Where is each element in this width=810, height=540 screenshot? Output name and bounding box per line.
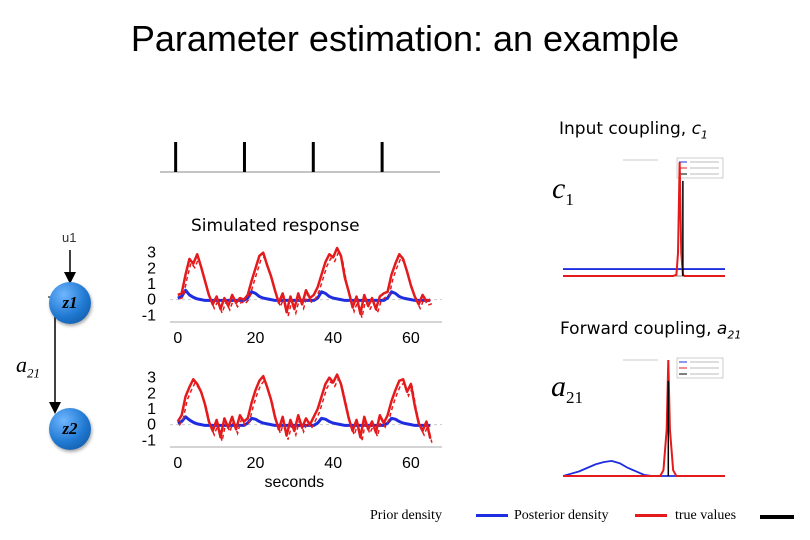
stimulus-chart [160, 142, 440, 173]
mini-legend [676, 157, 724, 179]
x-tick-label: 0 [173, 455, 182, 472]
y-tick-label: -1 [142, 432, 156, 449]
simulated-response-label: Simulated response [191, 216, 360, 236]
y-tick-label: 2 [147, 385, 156, 402]
legend-prior-swatch [476, 514, 508, 517]
input-coupling-symbol: c1 [691, 119, 708, 142]
y-tick-label: 3 [147, 370, 156, 387]
forward-coupling-label: Forward coupling, [560, 319, 712, 339]
y-tick-label: -1 [142, 307, 156, 324]
density-a21-symbol: a21 [551, 370, 583, 407]
x-tick-label: 60 [402, 330, 420, 347]
legend-true: true values [675, 508, 737, 523]
response-series [177, 246, 431, 315]
y-tick-label: 0 [147, 292, 156, 309]
x-tick-label: 20 [247, 455, 265, 472]
y-tick-label: 1 [147, 276, 156, 293]
density-a21-panel [562, 357, 725, 477]
x-tick-label: 60 [402, 455, 420, 472]
input-coupling-heading: Input coupling, c1 [559, 119, 708, 141]
density-c1-panel [563, 157, 725, 277]
node-z1: z1 [49, 282, 91, 324]
node-z2: z2 [49, 408, 91, 450]
x-tick-label: 40 [324, 330, 342, 347]
response-series-dashed [178, 376, 433, 443]
legend-posterior-swatch [635, 514, 667, 517]
diagram-arrows [48, 250, 76, 414]
network-diagram: u1 z1 z2 a21 [0, 0, 140, 540]
legend-posterior: Posterior density [514, 508, 609, 523]
density-c1-symbol: c1 [552, 172, 574, 209]
response-series-dashed [178, 250, 433, 318]
x-tick-label: 40 [324, 455, 342, 472]
x-axis-label: seconds [265, 474, 325, 491]
x-tick-label: 20 [247, 330, 265, 347]
response-series [176, 373, 432, 440]
prior-density [562, 460, 725, 477]
page-title: Parameter estimation: an example [130, 18, 680, 59]
legend-true-swatch [760, 515, 794, 519]
x-tick-label: 0 [173, 330, 182, 347]
y-tick-label: 1 [147, 401, 156, 418]
legend-prior: Prior density [370, 508, 442, 523]
mini-legend [676, 357, 724, 379]
edge-label: a21 [16, 352, 40, 381]
posterior-density [563, 359, 725, 477]
posterior-density [563, 162, 725, 277]
y-tick-label: 3 [147, 245, 156, 262]
forward-coupling-heading: Forward coupling, a21 [560, 319, 741, 341]
y-tick-label: 0 [147, 417, 156, 434]
input-coupling-label: Input coupling, [559, 119, 687, 139]
y-tick-label: 2 [147, 260, 156, 277]
input-label: u1 [62, 230, 77, 245]
forward-coupling-symbol: a21 [716, 319, 742, 342]
